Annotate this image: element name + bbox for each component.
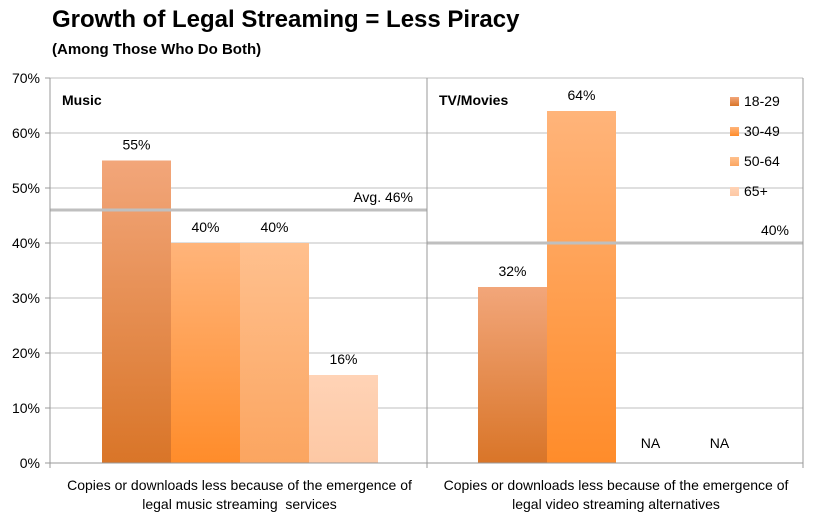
- value-label: 64%: [567, 87, 595, 103]
- legend-label: 65+: [744, 183, 768, 199]
- chart-title: Growth of Legal Streaming = Less Piracy: [52, 6, 520, 33]
- reference-label: 40%: [761, 222, 789, 238]
- bar-65+: [309, 375, 378, 463]
- y-axis-ticks: 0% 10% 20% 30% 40% 50% 60% 70%: [12, 70, 40, 471]
- panel-title: TV/Movies: [439, 92, 508, 108]
- value-labels: 55% 40% 40% 16% 32% 64% NA NA Music TV/Movies: [62, 87, 730, 451]
- bar-30-49: [171, 243, 240, 463]
- legend-swatch: [730, 97, 739, 106]
- legend-swatch: [730, 187, 739, 196]
- y-tick-label: 10%: [12, 400, 40, 416]
- legend-label: 50-64: [744, 153, 780, 169]
- category-label: Copies or downloads less because of the …: [67, 477, 412, 493]
- na-label: NA: [710, 435, 730, 451]
- plot-frame: [49, 78, 804, 468]
- bar-18-29: [478, 287, 547, 463]
- bar-50-64: [240, 243, 309, 463]
- value-label: 16%: [329, 351, 357, 367]
- bar-30-49: [547, 111, 616, 463]
- y-tick-label: 0%: [20, 455, 40, 471]
- y-tick-label: 20%: [12, 345, 40, 361]
- legend-label: 30-49: [744, 123, 780, 139]
- legend-label: 18-29: [744, 93, 780, 109]
- category-label: legal music streaming services: [142, 496, 337, 512]
- value-label: 55%: [122, 137, 150, 153]
- y-tick-label: 40%: [12, 235, 40, 251]
- y-tick-label: 70%: [12, 70, 40, 86]
- panel-title: Music: [62, 92, 102, 108]
- category-label: legal video streaming alternatives: [512, 496, 720, 512]
- na-label: NA: [641, 435, 661, 451]
- bars: [102, 111, 616, 463]
- y-tick-label: 60%: [12, 125, 40, 141]
- bar-18-29: [102, 160, 171, 463]
- category-labels: Copies or downloads less because of the …: [67, 477, 788, 512]
- legend-swatch: [730, 127, 739, 136]
- value-label: 40%: [191, 219, 219, 235]
- category-label: Copies or downloads less because of the …: [444, 477, 789, 493]
- legend-swatch: [730, 157, 739, 166]
- value-label: 32%: [498, 263, 526, 279]
- legend: 18-29 30-49 50-64 65+: [730, 93, 780, 199]
- y-tick-label: 30%: [12, 290, 40, 306]
- reference-lines: Avg. 46% 40%: [50, 189, 803, 245]
- value-label: 40%: [260, 219, 288, 235]
- reference-label: Avg. 46%: [353, 189, 413, 205]
- chart-subtitle: (Among Those Who Do Both): [52, 41, 262, 58]
- y-tick-label: 50%: [12, 180, 40, 196]
